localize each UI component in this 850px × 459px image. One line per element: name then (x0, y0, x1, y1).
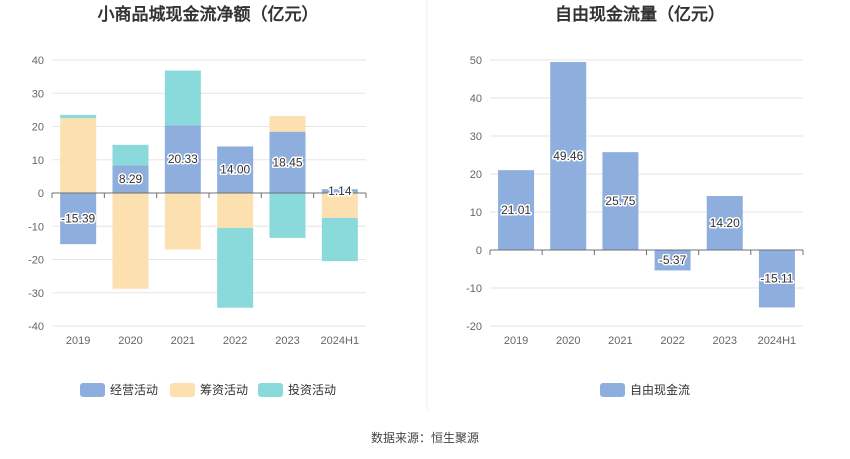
bar-自由现金流 (550, 62, 587, 250)
bar-筹资活动 (269, 116, 306, 132)
bar-经营活动 (217, 146, 254, 193)
bar-筹资活动 (217, 193, 254, 228)
y-tick-label: 40 (32, 55, 44, 67)
x-tick-label: 2020 (118, 335, 142, 347)
x-tick-label: 2023 (713, 335, 737, 347)
y-tick-label: 40 (470, 93, 482, 105)
chart-title: 小商品城现金流净额（亿元） (98, 4, 319, 25)
y-tick-label: 20 (470, 169, 482, 181)
bar-筹资活动 (60, 118, 97, 193)
bar-筹资活动 (321, 193, 358, 218)
y-tick-label: 10 (32, 155, 44, 167)
legend-label: 投资活动 (288, 382, 336, 397)
legend-item[interactable]: 投资活动 (258, 382, 336, 397)
y-tick-label: 10 (470, 207, 482, 219)
data-label: -15.39 (61, 212, 95, 226)
data-label: 1.14 (328, 184, 352, 198)
x-tick-label: 2020 (556, 335, 580, 347)
x-tick-label: 2024H1 (758, 335, 797, 347)
bar-经营活动 (321, 189, 358, 193)
bar-投资活动 (217, 227, 254, 308)
data-label: 14.00 (220, 163, 250, 177)
x-tick-label: 2022 (660, 335, 684, 347)
data-label: 49.46 (553, 149, 583, 163)
x-tick-label: 2022 (223, 335, 247, 347)
x-tick-label: 2019 (504, 335, 528, 347)
cashflow-net-chart: 小商品城现金流净额（亿元） 40 30 20 10 0 -10 -20 -30 -40 -15.39… (28, 4, 367, 397)
y-tick-label: 50 (470, 55, 482, 67)
y-tick-label: 30 (32, 88, 44, 100)
y-tick-label: 20 (32, 122, 44, 134)
x-tick-label: 2021 (171, 335, 195, 347)
y-tick-label: -30 (28, 288, 44, 300)
legend-swatch (80, 383, 105, 397)
x-tick-label: 2023 (275, 335, 299, 347)
y-tick-label: -10 (466, 283, 482, 295)
legend-item[interactable]: 筹资活动 (170, 383, 248, 397)
bar-经营活动 (60, 193, 97, 245)
y-tick-label: -20 (28, 255, 44, 267)
data-label: 21.01 (501, 203, 531, 217)
bar-自由现金流 (602, 152, 639, 250)
y-tick-label: -20 (466, 321, 482, 333)
legend-swatch (258, 383, 283, 397)
free-cashflow-chart: 自由现金流量（亿元） 50 40 30 20 10 0 -10 -20 21.01 49.46 25.… (466, 4, 804, 397)
bar-筹资活动 (164, 193, 201, 250)
bar-投资活动 (321, 217, 358, 262)
data-label: 18.45 (272, 155, 302, 169)
legend-swatch (600, 383, 625, 397)
data-label: -5.37 (659, 253, 687, 267)
bar-自由现金流 (654, 250, 691, 271)
bar-投资活动 (269, 193, 306, 238)
x-tick-label: 2024H1 (321, 335, 360, 347)
x-tick-label: 2021 (608, 335, 632, 347)
source-note: 数据来源：恒生聚源 (371, 430, 479, 445)
bar-自由现金流 (758, 250, 795, 308)
bar-筹资活动 (112, 193, 149, 289)
bar-投资活动 (112, 144, 149, 166)
bar-投资活动 (164, 70, 201, 126)
bar-经营活动 (164, 125, 201, 193)
bar-经营活动 (112, 165, 149, 193)
legend-label: 筹资活动 (200, 383, 248, 397)
bar-投资活动 (60, 114, 97, 119)
bar-自由现金流 (706, 196, 743, 250)
legend-label: 经营活动 (110, 383, 158, 397)
data-label: -15.11 (760, 272, 793, 286)
y-tick-label: -10 (28, 221, 44, 233)
data-label: 25.75 (605, 194, 635, 208)
bar-经营活动 (269, 131, 306, 193)
legend-item[interactable]: 经营活动 (80, 383, 158, 397)
y-tick-label: 0 (476, 245, 482, 257)
y-tick-label: 0 (38, 188, 44, 200)
legend-label: 自由现金流 (630, 382, 690, 397)
y-tick-label: 30 (470, 131, 482, 143)
legend-item[interactable]: 自由现金流 (600, 382, 690, 397)
bar-自由现金流 (498, 170, 535, 250)
legend-swatch (170, 383, 195, 397)
y-tick-label: -40 (28, 321, 44, 333)
x-tick-label: 2019 (66, 335, 90, 347)
data-label: 8.29 (119, 172, 143, 186)
chart-title: 自由现金流量（亿元） (555, 4, 725, 25)
data-label: 14.20 (710, 216, 740, 230)
data-label: 20.33 (168, 152, 198, 166)
